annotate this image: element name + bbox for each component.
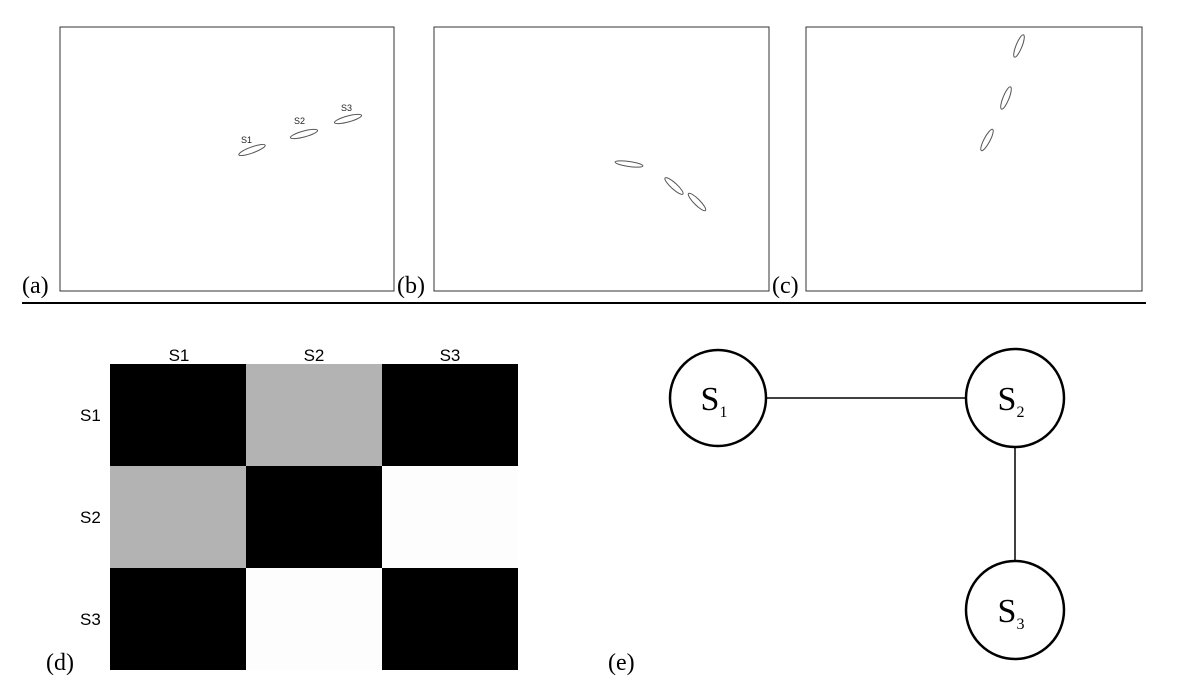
node-base-s2: S	[998, 381, 1017, 418]
node-sub-s1: 1	[719, 404, 727, 421]
node-label-s1: S1	[701, 381, 728, 421]
matrix-cell-s3-s2	[246, 568, 382, 670]
ellipse-label-s3: S3	[341, 103, 352, 113]
ellipse-b2	[664, 177, 684, 195]
matrix-cell-s3-s3	[382, 568, 518, 670]
panel-d-matrix: S1 S2 S3 S1 S2 S3 (d)	[46, 346, 518, 676]
node-circle-s1	[668, 348, 768, 448]
panel-c: (c)	[772, 26, 1143, 299]
node-circle-s2	[964, 347, 1066, 449]
panel-label-a: (a)	[22, 273, 49, 299]
matrix-cell-s2-s2	[246, 466, 382, 568]
panel-label-d: (d)	[46, 650, 74, 676]
ellipse-s3	[333, 113, 363, 125]
matrix-cell-s3-s1	[110, 568, 246, 670]
panel-label-c: (c)	[772, 273, 799, 299]
ellipse-s2	[289, 128, 319, 140]
matrix-cell-s1-s1	[110, 364, 246, 466]
node-base-s1: S	[701, 381, 720, 418]
graph-node-s1: S1	[668, 348, 768, 448]
ellipse-c1	[1013, 34, 1025, 58]
matrix-col-label-s3: S3	[440, 346, 461, 365]
matrix-row-label-s1: S1	[80, 406, 101, 425]
matrix-cell-s1-s2	[246, 364, 382, 466]
matrix-cell-s2-s1	[110, 466, 246, 568]
graph-node-s3: S3	[964, 559, 1066, 661]
node-circle-s3	[964, 559, 1066, 661]
matrix-cell-s1-s3	[382, 364, 518, 466]
node-sub-s3: 3	[1016, 616, 1024, 633]
ellipse-label-s2: S2	[294, 116, 305, 126]
ellipse-c3	[980, 128, 994, 152]
matrix-row-label-s2: S2	[80, 508, 101, 527]
panel-a-frame	[59, 26, 395, 292]
ellipse-c2	[1000, 86, 1012, 110]
panel-a: S1 S2 S3 (a)	[22, 26, 395, 299]
panel-b: (b)	[397, 26, 770, 299]
matrix-col-label-s2: S2	[304, 346, 325, 365]
matrix-cell-s2-s3	[382, 466, 518, 568]
panel-e-graph: S1 S2 S3 (e)	[608, 347, 1066, 676]
node-base-s3: S	[998, 593, 1017, 630]
matrix-cells	[110, 364, 518, 670]
ellipse-s1	[238, 143, 266, 157]
panel-label-b: (b)	[397, 273, 425, 299]
ellipse-b3	[687, 192, 707, 212]
panel-label-e: (e)	[608, 650, 635, 676]
ellipse-label-s1: S1	[241, 135, 252, 145]
panel-b-frame	[433, 26, 770, 292]
graph-node-s2: S2	[964, 347, 1066, 449]
matrix-col-label-s1: S1	[169, 346, 190, 365]
matrix-row-label-s3: S3	[80, 610, 101, 629]
ellipse-b1	[614, 160, 644, 168]
node-sub-s2: 2	[1016, 404, 1024, 421]
node-label-s2: S2	[998, 381, 1025, 421]
node-label-s3: S3	[998, 593, 1025, 633]
panel-c-frame	[805, 26, 1143, 292]
